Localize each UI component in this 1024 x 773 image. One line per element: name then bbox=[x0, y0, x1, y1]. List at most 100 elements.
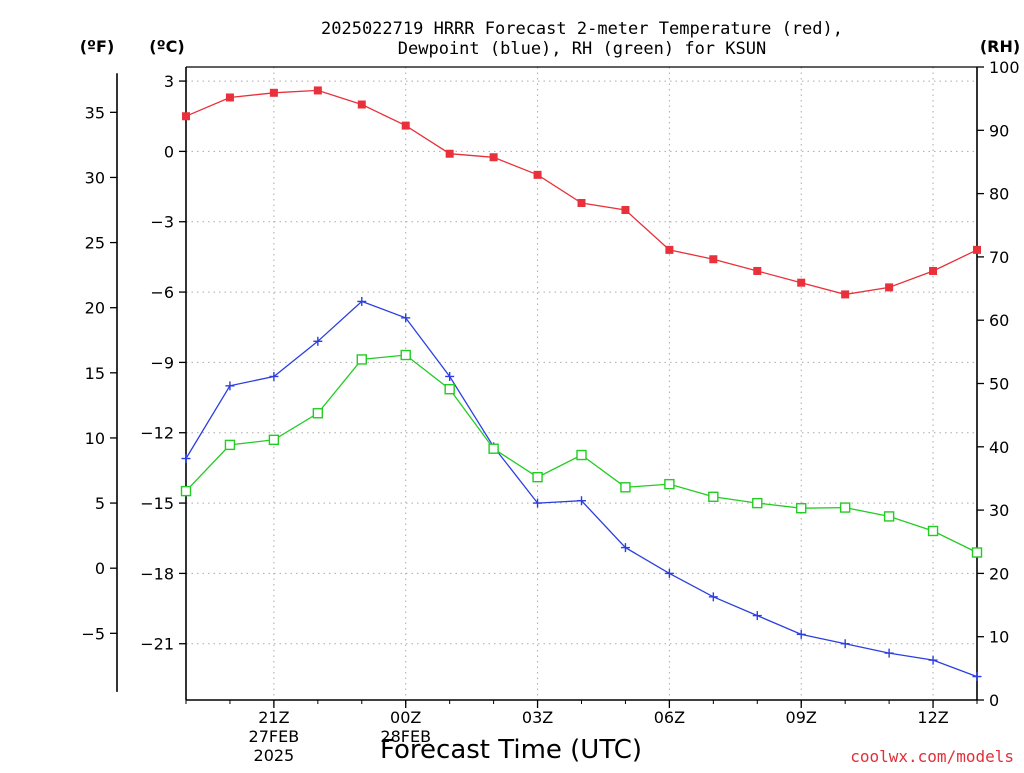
temperature-data-point bbox=[841, 290, 850, 299]
rh-data-point bbox=[971, 547, 983, 558]
rh-data-point bbox=[532, 471, 543, 483]
temperature-data-point bbox=[885, 283, 894, 292]
dewpoint-data-point bbox=[577, 496, 586, 506]
rh-tick-label: 20 bbox=[989, 564, 1009, 583]
dewpoint-data-point bbox=[225, 381, 235, 391]
temperature-data-point bbox=[797, 278, 806, 287]
celsius-tick-label: −12 bbox=[140, 424, 174, 443]
source-credit: coolwx.com/models bbox=[850, 747, 1014, 766]
chart-title-line-2: Dewpoint (blue), RH (green) for KSUN bbox=[398, 39, 766, 59]
fahrenheit-tick-label: 10 bbox=[85, 429, 105, 448]
rh-data-point bbox=[180, 485, 192, 497]
plot-layer: 35302520151050−530−3−6−9−12−15−18−211009… bbox=[81, 58, 1019, 765]
rh-data-point bbox=[883, 511, 895, 522]
rh-data-point bbox=[444, 383, 455, 395]
chart-title-line-1: 2025022719 HRRR Forecast 2-meter Tempera… bbox=[321, 19, 843, 39]
x-tick-date-label: 27FEB bbox=[249, 727, 300, 746]
celsius-tick-label: −9 bbox=[150, 353, 174, 372]
celsius-tick-label: −6 bbox=[150, 283, 174, 302]
rh-data-point bbox=[796, 503, 807, 514]
x-tick-date-label: 28FEB bbox=[380, 727, 431, 746]
x-tick-label: 21Z bbox=[258, 708, 289, 727]
temperature-series-line bbox=[185, 89, 978, 296]
x-tick-label: 03Z bbox=[522, 708, 553, 727]
fahrenheit-tick-label: 20 bbox=[85, 299, 105, 318]
temperature-data-point bbox=[225, 93, 234, 102]
dewpoint-data-point bbox=[401, 313, 411, 323]
rh-tick-label: 50 bbox=[989, 375, 1009, 394]
temperature-data-point bbox=[313, 86, 322, 95]
dewpoint-data-point bbox=[533, 498, 543, 508]
rh-data-point bbox=[839, 502, 851, 513]
dewpoint-data-point bbox=[796, 629, 806, 639]
x-tick-label: 12Z bbox=[917, 708, 948, 727]
dewpoint-data-point bbox=[884, 648, 894, 658]
temperature-data-point bbox=[973, 245, 981, 254]
rh-data-point bbox=[708, 491, 719, 503]
fahrenheit-tick-label: 5 bbox=[95, 494, 105, 513]
temperature-data-point bbox=[401, 121, 410, 130]
dewpoint-data-point bbox=[840, 639, 850, 649]
x-tick-label: 09Z bbox=[786, 708, 817, 727]
x-tick-label: 00Z bbox=[390, 708, 421, 727]
rh-axis-unit: (RH) bbox=[980, 37, 1020, 56]
fahrenheit-axis-unit: (ºF) bbox=[80, 37, 115, 56]
x-tick-year-label: 2025 bbox=[254, 746, 295, 765]
dewpoint-data-point bbox=[972, 672, 982, 682]
rh-tick-label: 60 bbox=[989, 311, 1009, 330]
x-tick-label: 06Z bbox=[654, 708, 685, 727]
dewpoint-data-point bbox=[708, 592, 718, 602]
temperature-data-point bbox=[357, 100, 366, 109]
dewpoint-data-point bbox=[752, 611, 762, 621]
celsius-tick-label: −21 bbox=[140, 635, 174, 654]
rh-data-point bbox=[224, 439, 236, 451]
rh-tick-label: 30 bbox=[989, 501, 1009, 520]
celsius-tick-label: −15 bbox=[140, 494, 174, 513]
fahrenheit-tick-label: 15 bbox=[85, 364, 105, 383]
celsius-tick-label: −3 bbox=[150, 213, 174, 232]
fahrenheit-tick-label: 0 bbox=[95, 559, 105, 578]
dewpoint-series-line bbox=[185, 300, 978, 678]
x-axis-label: Forecast Time (UTC) bbox=[380, 735, 642, 765]
temperature-data-point bbox=[665, 245, 674, 254]
rh-tick-label: 80 bbox=[989, 185, 1009, 204]
temperature-data-point bbox=[577, 198, 586, 207]
dewpoint-data-point bbox=[928, 655, 938, 665]
celsius-tick-label: 0 bbox=[164, 142, 174, 161]
rh-tick-label: 0 bbox=[989, 691, 999, 710]
rh-data-point bbox=[312, 408, 324, 419]
temperature-data-point bbox=[533, 170, 542, 179]
fahrenheit-tick-label: −5 bbox=[81, 624, 105, 643]
rh-tick-label: 100 bbox=[989, 58, 1020, 77]
rh-data-point bbox=[752, 497, 763, 509]
fahrenheit-tick-label: 35 bbox=[85, 103, 105, 122]
celsius-tick-label: −18 bbox=[140, 564, 174, 583]
rh-data-point bbox=[400, 349, 411, 361]
rh-tick-label: 70 bbox=[989, 248, 1009, 267]
rh-data-point bbox=[488, 443, 499, 454]
temperature-data-point bbox=[182, 112, 190, 121]
rh-data-point bbox=[620, 482, 631, 493]
dewpoint-data-point bbox=[664, 568, 674, 578]
dewpoint-data-point bbox=[313, 336, 323, 346]
temperature-data-point bbox=[753, 266, 762, 275]
rh-data-point bbox=[356, 354, 367, 365]
temperature-data-point bbox=[445, 149, 454, 158]
fahrenheit-tick-label: 25 bbox=[85, 234, 105, 253]
celsius-tick-label: 3 bbox=[164, 72, 174, 91]
dewpoint-data-point bbox=[269, 371, 279, 381]
dewpoint-data-point bbox=[181, 454, 191, 464]
celsius-axis-unit: (ºC) bbox=[149, 37, 184, 56]
fahrenheit-tick-label: 30 bbox=[85, 168, 105, 187]
rh-tick-label: 90 bbox=[989, 121, 1009, 140]
rh-data-point bbox=[927, 525, 939, 537]
temperature-data-point bbox=[621, 206, 630, 215]
rh-tick-label: 10 bbox=[989, 628, 1009, 647]
dewpoint-data-point bbox=[445, 371, 455, 381]
rh-data-point bbox=[664, 478, 675, 490]
rh-data-point bbox=[576, 449, 587, 461]
rh-tick-label: 40 bbox=[989, 438, 1009, 457]
rh-data-point bbox=[268, 434, 280, 446]
